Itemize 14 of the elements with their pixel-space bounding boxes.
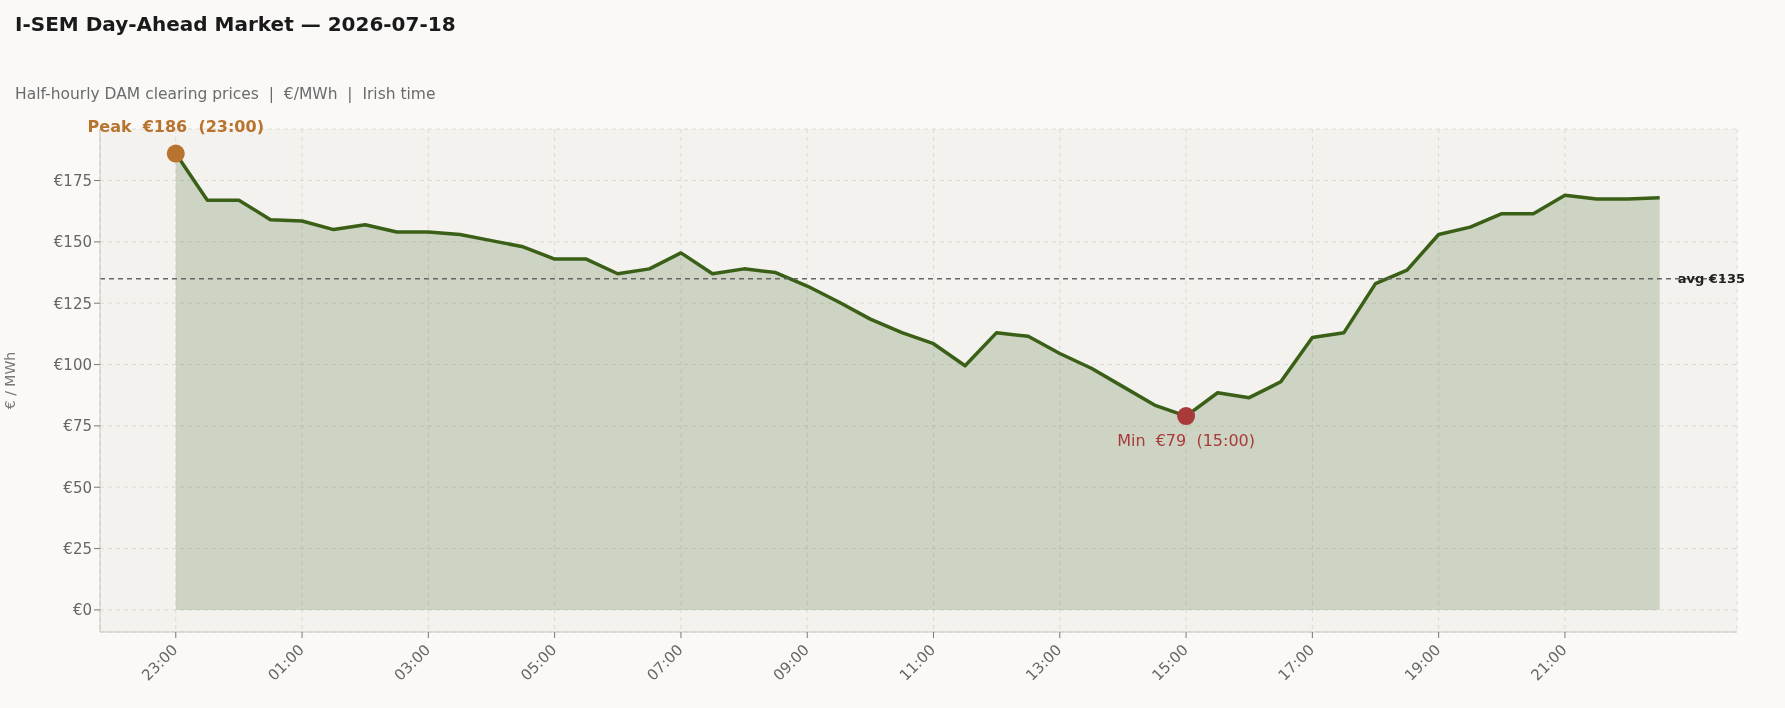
- chart-subtitle: Half-hourly DAM clearing prices | €/MWh | Irish time: [15, 85, 436, 103]
- y-tick-label: €100: [53, 355, 92, 374]
- y-tick-label: €25: [63, 539, 92, 558]
- chart-title: I-SEM Day-Ahead Market — 2026-07-18: [15, 12, 456, 36]
- annotation: Peak €186 (23:00): [87, 116, 264, 136]
- y-tick-label: €0: [72, 601, 92, 620]
- y-tick-label: €50: [63, 478, 92, 497]
- y-tick-label: €75: [63, 417, 92, 436]
- y-tick-label: €125: [53, 294, 92, 313]
- ref-line-label: avg €135: [1677, 271, 1745, 287]
- y-axis-title: € / MWh: [1, 351, 18, 410]
- y-tick-label: €175: [53, 171, 92, 190]
- annotation: Min €79 (15:00): [1117, 431, 1256, 451]
- y-tick-label: €150: [53, 233, 92, 252]
